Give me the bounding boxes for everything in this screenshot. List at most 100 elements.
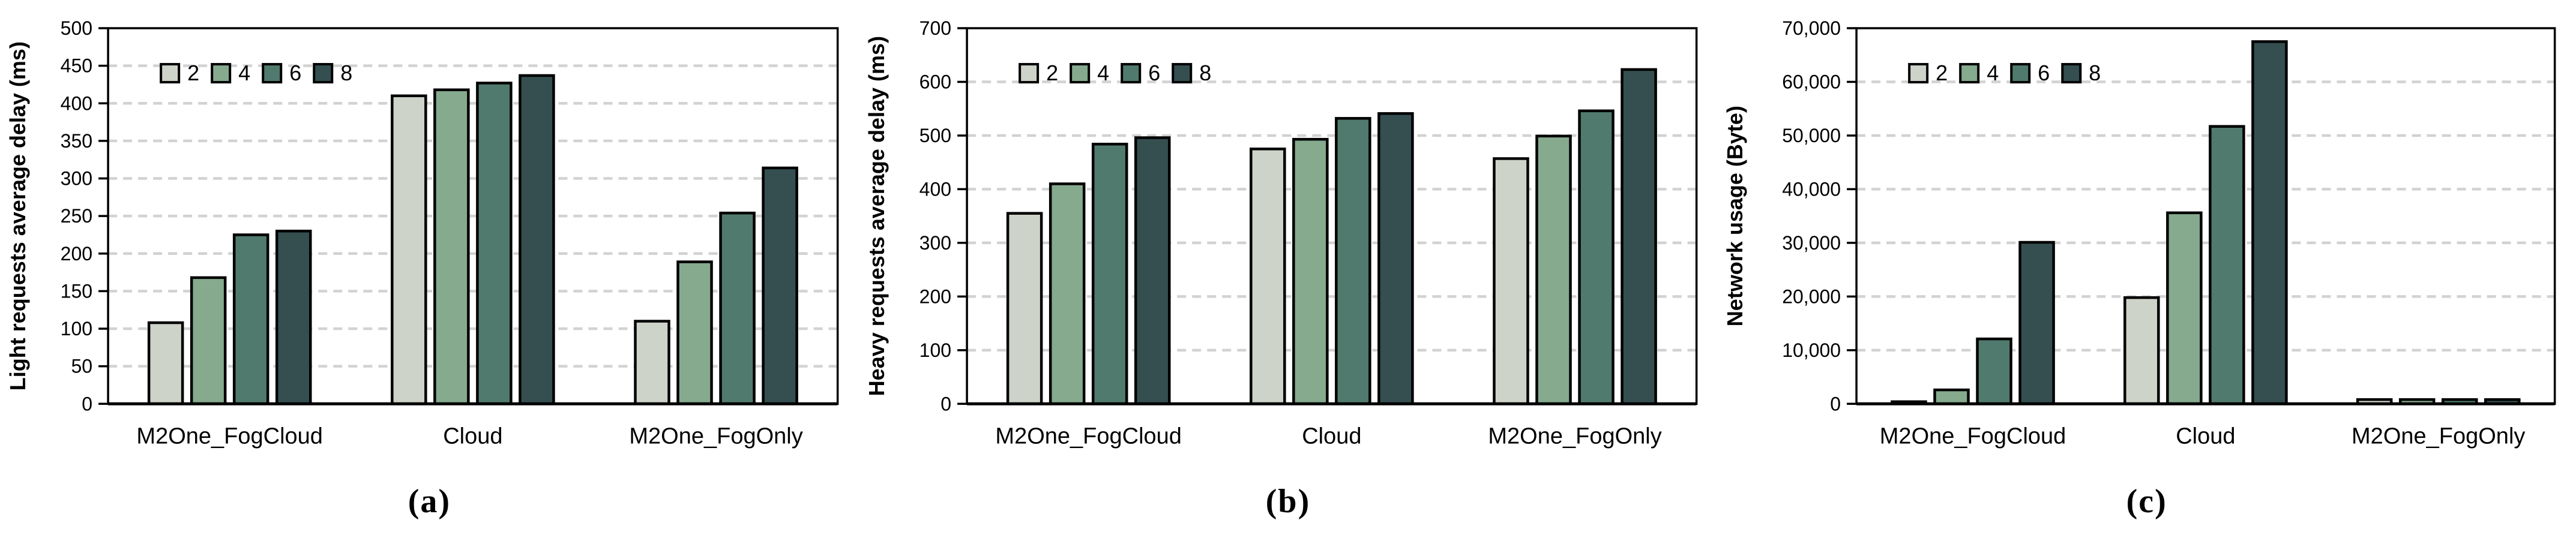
bar-Cloud-4 [2166,211,2203,405]
x-category-label: M2One_FogCloud [136,423,323,449]
y-tick-label: 60,000 [1783,71,1841,92]
caption-b: (b) [1265,483,1311,521]
y-tick-label: 300 [61,168,92,190]
x-category-label: M2One_FogOnly [1488,423,1661,449]
bar-M2One_FogCloud-4 [1933,388,1970,405]
legend-label-6: 6 [2038,61,2050,85]
y-tick-label: 200 [61,243,92,265]
y-tick-label: 200 [919,285,951,307]
legend-label-6: 6 [289,61,301,85]
y-tick-label: 500 [61,17,92,39]
x-category-label: Cloud [2176,423,2236,449]
legend-swatch-8 [313,63,334,84]
y-tick-label: 700 [919,17,951,39]
bar-chart-network-usage: 0 10,000 20,000 30,000 40,000 50,000 60,000 70,… [1723,17,2556,449]
chart-panel-b: 0 100 200 300 400 500 600 700 M2One_FogCloud Clou… [859,0,1718,550]
y-tick-label: 300 [919,232,951,254]
bar-M2One_FogCloud-2 [1006,212,1043,405]
caption-c: (c) [2126,483,2167,521]
y-axis-title: Light requests average delay (ms) [5,41,30,390]
legend-swatch-8 [2061,63,2082,84]
bar-chart-heavy-requests: 0 100 200 300 400 500 600 700 M2One_FogCloud Clou… [864,17,1698,449]
y-tick-label: 100 [919,339,951,361]
bar-M2One_FogCloud-6 [1976,337,2013,405]
legend-label-2: 2 [1046,61,1058,85]
legend-label-6: 6 [1148,61,1160,85]
legend-swatch-2 [1018,63,1039,84]
legend-swatch-4 [1069,63,1090,84]
y-tick-label: 500 [919,125,951,146]
bar-M2One_FogOnly-8 [1621,68,1657,405]
bar-M2One_FogOnly-2 [1492,157,1529,405]
y-tick-label: 100 [61,318,92,339]
y-tick-label: 70,000 [1783,17,1841,39]
bar-Cloud-2 [391,94,427,405]
y-tick-label: 400 [61,92,92,114]
x-category-label: M2One_FogCloud [995,423,1182,449]
legend-swatch-2 [1908,63,1929,84]
legend-swatch-6 [2010,63,2031,84]
bar-M2One_FogCloud-6 [1091,143,1128,405]
bar-Cloud-8 [2251,40,2289,405]
chart-panel-a: 0 50 100 150 200 250 300 350 400 450 500 M2One_FogC… [0,0,859,550]
bar-Cloud-6 [1334,117,1371,405]
bar-M2One_FogCloud-8 [1134,136,1171,405]
bar-M2One_FogCloud-6 [232,233,269,405]
y-tick-label: 0 [940,393,951,414]
bar-M2One_FogCloud-4 [190,276,227,405]
legend-swatch-4 [1959,63,1980,84]
x-category-label: M2One_FogOnly [629,423,802,449]
chart-panel-c: 0 10,000 20,000 30,000 40,000 50,000 60,000 70,… [1717,0,2576,550]
x-category-label: M2One_FogCloud [1880,423,2066,449]
bar-M2One_FogOnly-8 [762,166,798,405]
legend-label-8: 8 [2089,61,2101,85]
bar-Cloud-6 [476,82,513,405]
y-axis-title: Heavy requests average delay (ms) [864,36,889,396]
bar-M2One_FogCloud-8 [2018,241,2056,405]
bar-M2One_FogOnly-4 [1535,134,1572,405]
bar-M2One_FogCloud-4 [1049,182,1086,405]
y-tick-label: 0 [1831,393,1841,414]
bar-Cloud-6 [2209,125,2246,405]
legend-label-4: 4 [238,61,250,85]
y-tick-label: 10,000 [1783,339,1841,361]
x-category-label: M2One_FogOnly [2352,423,2525,449]
legend-swatch-6 [262,63,283,84]
y-tick-label: 40,000 [1783,178,1841,200]
y-axis-title: Network usage (Byte) [1723,106,1747,326]
y-tick-label: 450 [61,55,92,77]
legend-label-8: 8 [1199,61,1211,85]
y-tick-label: 0 [82,393,92,414]
bar-Cloud-2 [1249,148,1286,405]
bar-Cloud-4 [1292,137,1329,405]
legend-label-4: 4 [1097,61,1109,85]
y-tick-label: 20,000 [1783,285,1841,307]
bar-Cloud-8 [519,74,555,405]
plot-border [1855,27,2556,405]
legend-label-4: 4 [1987,61,1999,85]
legend-label-2: 2 [1936,61,1948,85]
bar-M2One_FogOnly-6 [1577,109,1615,405]
y-tick-label: 30,000 [1783,232,1841,254]
bar-M2One_FogCloud-8 [275,229,312,405]
bar-Cloud-8 [1377,112,1414,405]
y-tick-label: 50 [71,356,92,377]
legend-swatch-2 [160,63,181,84]
y-tick-label: 250 [61,205,92,227]
legend-swatch-4 [211,63,232,84]
legend-swatch-6 [1120,63,1141,84]
legend-label-8: 8 [340,61,352,85]
bar-M2One_FogOnly-4 [676,260,713,405]
y-tick-label: 600 [919,71,951,92]
y-tick-label: 50,000 [1783,125,1841,146]
bar-Cloud-4 [433,88,470,405]
legend-swatch-8 [1171,63,1192,84]
x-category-label: Cloud [443,423,502,449]
bar-M2One_FogOnly-2 [634,320,670,405]
y-tick-label: 150 [61,280,92,302]
caption-a: (a) [408,483,451,521]
y-tick-label: 400 [919,178,951,200]
bar-M2One_FogOnly-6 [719,211,756,405]
bar-M2One_FogCloud-2 [147,321,184,405]
